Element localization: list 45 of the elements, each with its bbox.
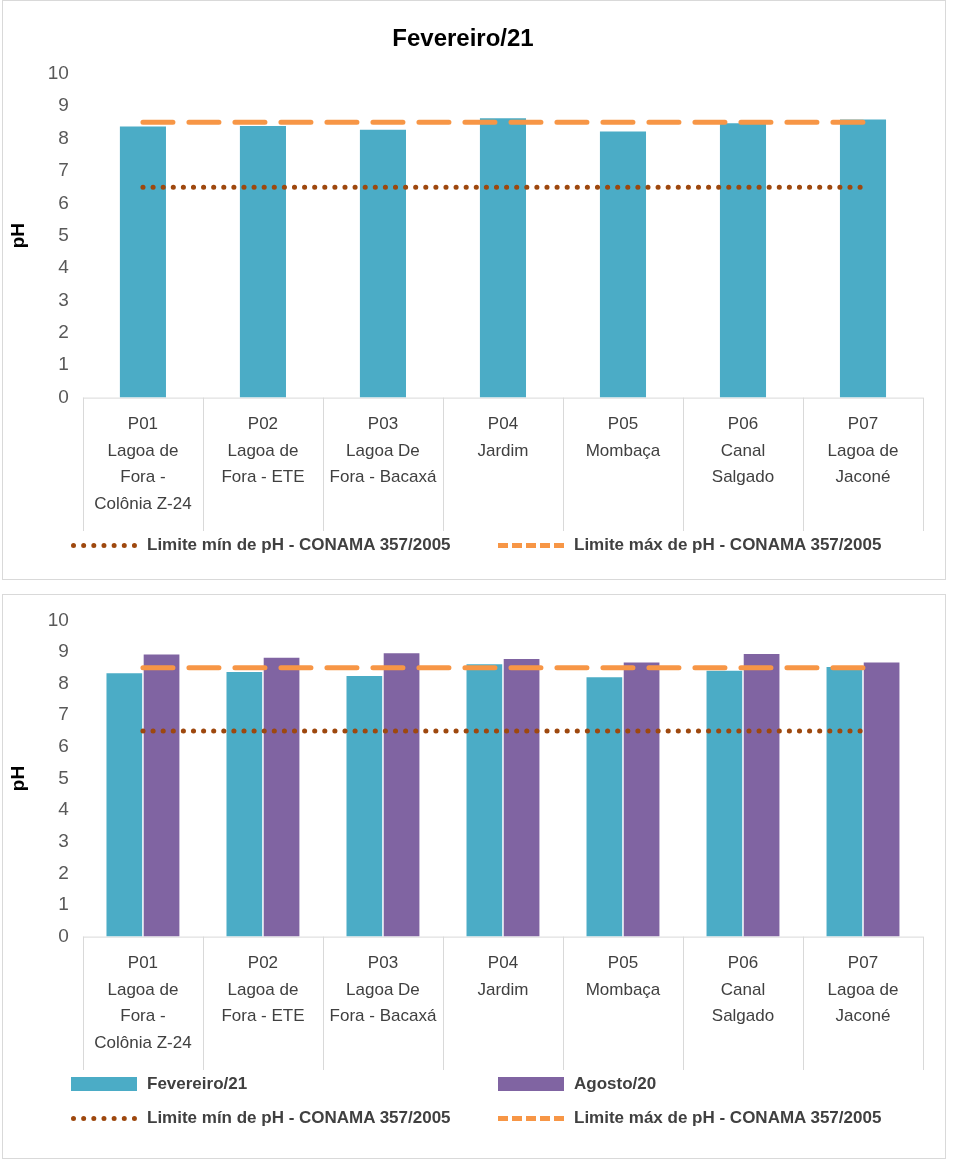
y-tick-label: 9	[58, 640, 69, 662]
legend-label: Fevereiro/21	[147, 1074, 248, 1094]
legend-label: Limite máx de pH - CONAMA 357/2005	[574, 535, 882, 555]
y-axis-title: pH	[6, 765, 28, 792]
y-tick-label: 2	[58, 321, 69, 343]
y-tick-label: 6	[58, 735, 69, 757]
legend-label: Limite mín de pH - CONAMA 357/2005	[147, 1108, 451, 1128]
x-tick-label: P07 Lagoa de Jaconé	[827, 953, 899, 1026]
x-tick-label: P06 Canal Salgado	[711, 953, 775, 1026]
y-tick-label: 10	[47, 608, 69, 630]
x-tick-label: P04 Jardim	[477, 953, 529, 999]
x-tick-label: P04 Jardim	[477, 414, 529, 460]
y-tick-label: 8	[58, 671, 69, 693]
y-tick-label: 9	[58, 94, 69, 116]
y-tick-label: 2	[58, 861, 69, 883]
legend-label: Limite máx de pH - CONAMA 357/2005	[574, 1108, 882, 1128]
y-tick-label: 5	[58, 766, 69, 788]
y-tick-label: 0	[58, 385, 69, 407]
y-tick-label: 7	[58, 159, 69, 181]
y-tick-label: 7	[58, 703, 69, 725]
x-tick-label: P06 Canal Salgado	[711, 414, 775, 487]
y-tick-label: 10	[47, 62, 69, 84]
y-tick-label: 3	[58, 288, 69, 310]
x-tick-label: P03 Lagoa De Fora - Bacaxá	[329, 953, 437, 1026]
y-axis-title: pH	[6, 223, 28, 249]
y-tick-label: 6	[58, 191, 69, 213]
x-tick-label: P01 Lagoa de Fora - Colônia Z-24	[94, 414, 192, 513]
y-tick-label: 5	[58, 223, 69, 245]
x-tick-label: P05 Mombaça	[585, 414, 661, 460]
y-tick-label: 3	[58, 829, 69, 851]
legend-label: Agosto/20	[574, 1074, 657, 1094]
y-tick-label: 4	[58, 256, 70, 278]
y-tick-label: 8	[58, 126, 69, 148]
legend-label: Limite mín de pH - CONAMA 357/2005	[147, 535, 451, 555]
x-tick-label: P02 Lagoa de Fora - ETE	[221, 414, 305, 487]
x-tick-label: P05 Mombaça	[585, 953, 661, 999]
chart-title: Fevereiro/21	[392, 24, 534, 52]
x-tick-label: P03 Lagoa De Fora - Bacaxá	[329, 414, 437, 487]
y-tick-label: 4	[58, 798, 70, 820]
y-tick-label: 1	[58, 893, 69, 915]
x-tick-label: P01 Lagoa de Fora - Colônia Z-24	[94, 953, 192, 1052]
x-tick-label: P02 Lagoa de Fora - ETE	[221, 953, 305, 1026]
y-tick-label: 0	[58, 924, 69, 946]
x-tick-label: P07 Lagoa de Jaconé	[827, 414, 899, 487]
y-tick-label: 1	[58, 353, 69, 375]
